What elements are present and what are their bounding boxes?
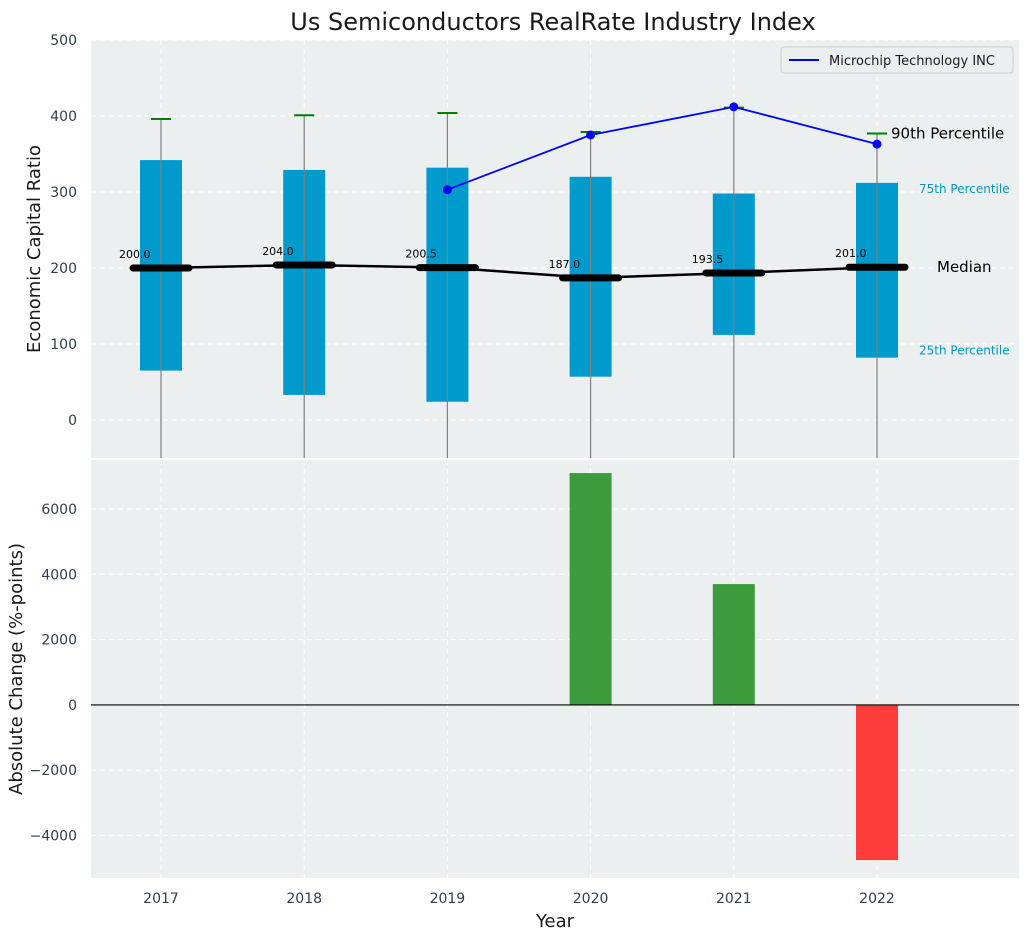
x-tick-label-2019: 2019 [430, 891, 466, 907]
annotation-75th-percentile: 75th Percentile [919, 182, 1010, 196]
x-tick-label-2018: 2018 [286, 891, 322, 907]
top-y-axis-title: Economic Capital Ratio [24, 145, 45, 353]
bottom-y-ticks: −4000 −2000 0 2000 4000 6000 [30, 502, 77, 845]
x-tick-label-2020: 2020 [573, 891, 609, 907]
change-bar-2022 [856, 704, 898, 861]
x-axis-title: Year [535, 911, 575, 932]
chart-title: Us Semiconductors RealRate Industry Inde… [290, 8, 815, 36]
annotation-25th-percentile: 25th Percentile [919, 344, 1010, 358]
company-point-2019 [442, 185, 452, 195]
median-value-label-2021: 193.5 [692, 253, 724, 266]
change-bar-2021 [712, 584, 755, 705]
median-value-label-2019: 200.5 [405, 248, 437, 261]
median-value-label-2017: 200.0 [119, 248, 151, 261]
median-value-label-2022: 201.0 [835, 247, 867, 260]
top-y-ticks: 0 100 200 300 400 500 [50, 33, 77, 429]
top-y-tick-label: 100 [50, 337, 77, 353]
top-y-tick-label: 400 [50, 109, 77, 125]
top-y-tick-label: 300 [50, 185, 77, 201]
legend: Microchip Technology INC [780, 46, 1014, 74]
bottom-y-tick-label: 2000 [41, 633, 77, 649]
bottom-y-tick-label: 6000 [41, 502, 77, 518]
x-tick-label-2017: 2017 [143, 891, 179, 907]
median-value-label-2020: 187.0 [549, 258, 581, 271]
legend-box [780, 46, 1014, 74]
top-y-tick-label: 200 [50, 261, 77, 277]
bottom-y-axis-title: Absolute Change (%-points) [6, 543, 27, 795]
bottom-y-tick-label: 4000 [41, 567, 77, 583]
x-ticks: 2017 2018 2019 2020 2021 2022 [143, 891, 895, 907]
legend-label: Microchip Technology INC [829, 54, 995, 69]
top-y-tick-label: 500 [50, 33, 77, 49]
annotation-median: Median [937, 258, 992, 276]
annotation-90th-percentile: 90th Percentile [891, 124, 1004, 142]
x-tick-label-2022: 2022 [859, 891, 895, 907]
bottom-y-tick-label: −4000 [30, 829, 77, 845]
change-bar-2020 [569, 473, 612, 705]
company-point-2021 [729, 102, 739, 112]
bottom-y-tick-label: 0 [68, 698, 77, 714]
bottom-marks [91, 473, 1019, 861]
company-point-2022 [872, 139, 882, 149]
median-value-label-2018: 204.0 [262, 245, 294, 258]
top-y-tick-label: 0 [68, 413, 77, 429]
x-tick-label-2021: 2021 [716, 891, 752, 907]
company-series-line [447, 105, 878, 191]
company-point-2020 [586, 130, 596, 140]
top-marks: 200.0 204.0 200.5 187.0 193.5 201.0 90th Perce… [119, 102, 1010, 458]
bottom-y-tick-label: −2000 [30, 763, 77, 779]
